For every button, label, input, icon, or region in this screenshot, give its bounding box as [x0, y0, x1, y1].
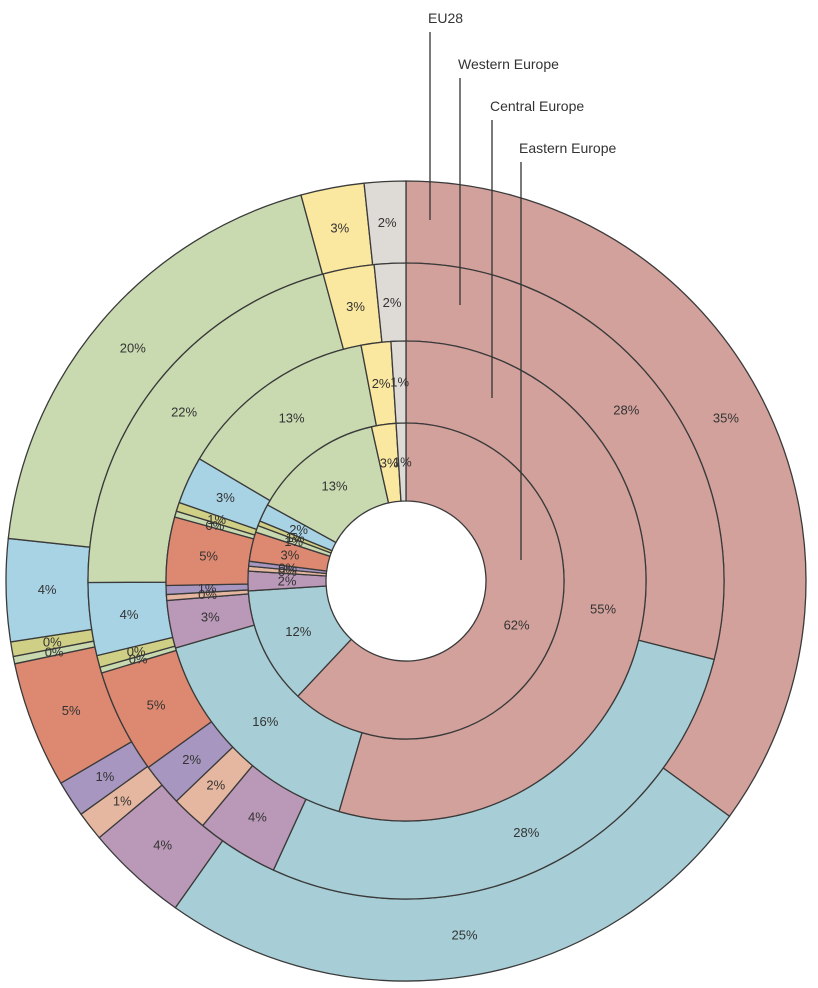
ring-name-labels: EU28 Western Europe Central Europe Eastern … [428, 10, 616, 560]
segment-label-eu28-5: 1% [96, 769, 115, 784]
ring-label-eastern-europe: Eastern Europe [519, 140, 616, 156]
segment-label-western-europe-1: 28% [613, 402, 639, 417]
segment-eastern-europe-12 [395, 422, 407, 502]
segment-label-western-europe-2: 28% [513, 825, 539, 840]
segment-label-eastern-europe-5: 0% [278, 560, 297, 575]
segment-label-central-europe-5: 1% [198, 581, 217, 596]
ring-label-eu28: EU28 [428, 10, 463, 26]
segment-label-eastern-europe-7: 1% [284, 534, 303, 549]
segment-label-eastern-europe-9: 2% [289, 522, 308, 537]
segment-label-western-europe-11: 3% [346, 299, 365, 314]
segment-label-central-europe-7: 0% [206, 518, 225, 533]
ring-label-central-europe: Central Europe [490, 98, 584, 114]
segment-label-eastern-europe-6: 3% [281, 548, 300, 563]
ring-label-western-europe: Western Europe [458, 56, 559, 72]
segment-label-central-europe-12: 1% [390, 375, 409, 390]
chart-segments [5, 180, 807, 982]
segment-label-eu28-3: 4% [153, 838, 172, 853]
segment-label-central-europe-10: 13% [279, 411, 305, 426]
segment-label-western-europe-9: 4% [120, 607, 139, 622]
segment-label-central-europe-2: 16% [252, 714, 278, 729]
segment-label-western-europe-10: 22% [171, 404, 197, 419]
segment-label-central-europe-3: 3% [201, 610, 220, 625]
segment-label-eastern-europe-1: 62% [504, 617, 530, 632]
segment-label-eu28-6: 5% [62, 703, 81, 718]
segment-label-western-europe-3: 4% [248, 810, 267, 825]
segment-label-western-europe-12: 2% [383, 295, 402, 310]
segment-label-central-europe-1: 55% [590, 602, 616, 617]
segment-label-eu28-8: 0% [43, 635, 62, 650]
segment-label-central-europe-11: 2% [372, 376, 391, 391]
segment-label-eastern-europe-2: 12% [285, 624, 311, 639]
segment-label-eu28-9: 4% [38, 582, 57, 597]
segment-label-western-europe-7: 0% [129, 652, 148, 667]
segment-label-eu28-11: 3% [330, 221, 349, 236]
segment-label-western-europe-5: 2% [182, 752, 201, 767]
segment-label-eastern-europe-10: 13% [321, 478, 347, 493]
segment-label-eu28-1: 35% [713, 411, 739, 426]
chart-segment-labels: 35%25%4%1%1%5%0%0%4%20%3% 2%28%28%4%2%2%5… [38, 215, 740, 943]
segment-label-western-europe-6: 5% [147, 697, 166, 712]
segment-label-central-europe-4: 0% [198, 587, 217, 602]
segment-label-eastern-europe-11: 3% [380, 456, 399, 471]
segment-label-eu28-2: 25% [451, 928, 477, 943]
segment-eastern-europe-1 [296, 422, 565, 740]
segment-label-central-europe-9: 3% [216, 490, 235, 505]
segment-label-central-europe-8: 1% [207, 512, 226, 527]
segment-label-central-europe-6: 5% [199, 549, 218, 564]
segment-label-western-europe-4: 2% [206, 778, 225, 793]
segment-label-eu28-10: 20% [120, 341, 146, 356]
segment-label-eu28-12: 2% [378, 215, 397, 230]
segment-label-eastern-europe-4: 0% [278, 564, 297, 579]
segment-label-eastern-europe-8: 1% [286, 530, 305, 545]
segment-label-eastern-europe-12: 1% [393, 455, 412, 470]
segment-label-eastern-europe-3: 2% [278, 574, 297, 589]
segment-label-eu28-4: 1% [113, 794, 132, 809]
segment-label-eu28-7: 0% [45, 645, 64, 660]
segment-label-western-europe-8: 0% [127, 644, 146, 659]
